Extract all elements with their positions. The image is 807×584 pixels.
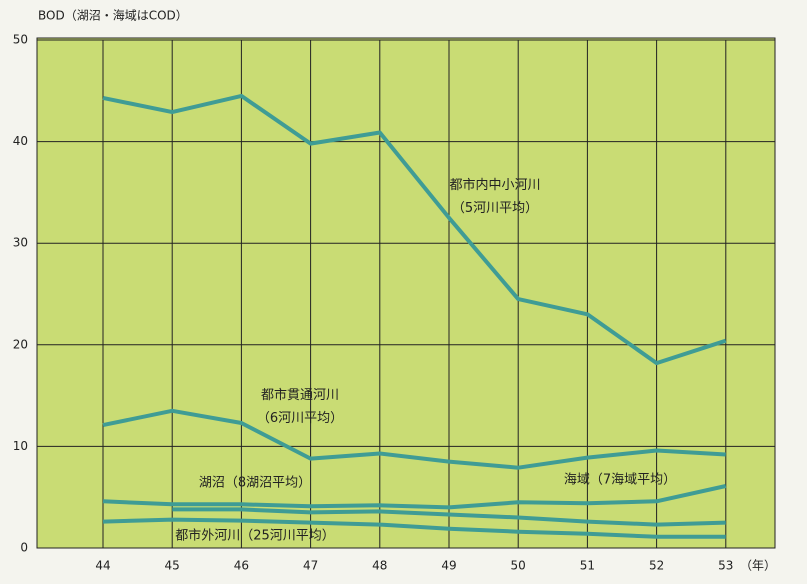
series-label: 海域（7海域平均） [564,473,676,488]
x-tick-label: 49 [441,559,456,573]
chart-title: BOD（湖沼・海域はCOD） [38,8,188,23]
series-line [102,484,727,510]
series-label: 都市外河川（25河川平均） [175,528,335,544]
y-tick-label: 30 [13,236,28,250]
x-tick-label: 44 [95,559,110,573]
x-tick-label: 52 [649,559,664,573]
plot-area [36,37,776,549]
x-tick-label: 46 [234,559,249,573]
series-line [102,517,726,539]
x-tick-label: 47 [303,559,318,573]
series-line [102,408,726,470]
y-tick-label: 10 [13,439,28,453]
x-unit: （年） [740,559,776,573]
x-tick-label: 53 [718,559,733,573]
x-tick-label: 45 [165,559,180,573]
series-line [172,507,726,527]
y-tick-label: 50 [13,33,28,47]
y-tick-label: 20 [13,337,28,351]
y-tick-label: 40 [13,134,28,148]
series-label: 都市内中小河川（5河川平均） [449,177,540,216]
x-tick-label: 48 [372,559,387,573]
series-line [102,93,727,366]
series-label: 湖沼（8湖沼平均） [199,476,311,491]
x-tick-label: 50 [511,559,526,573]
y-tick-label: 0 [20,541,28,555]
series-label: 都市貫通河川（6河川平均） [257,387,343,426]
x-tick-label: 51 [580,559,595,573]
